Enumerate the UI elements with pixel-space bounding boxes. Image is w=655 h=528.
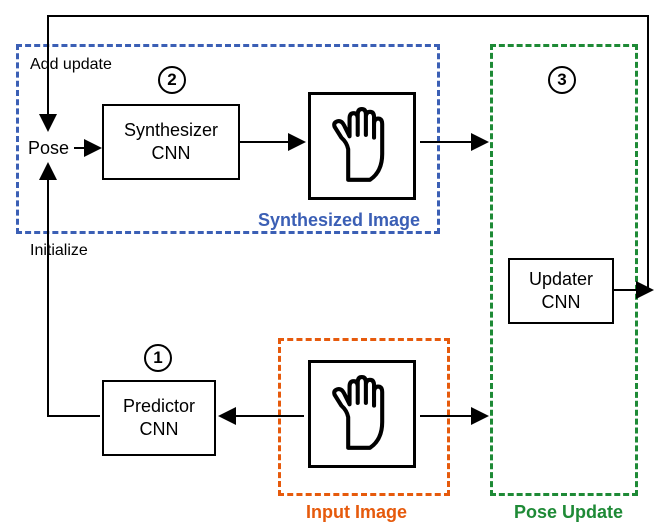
synthesizer-label: Synthesizer CNN (124, 119, 218, 166)
diagram-canvas: Pose Synthesizer CNN Predictor CNN Updat… (0, 0, 655, 528)
synthesized-region-label: Synthesized Image (258, 210, 420, 231)
step-1-label: 1 (153, 348, 162, 368)
input-region-label: Input Image (306, 502, 407, 523)
step-3-marker: 3 (548, 66, 576, 94)
step-2-label: 2 (167, 70, 176, 90)
updater-box: Updater CNN (508, 258, 614, 324)
updater-label: Updater CNN (529, 268, 593, 315)
pose-node: Pose (28, 138, 69, 159)
step-2-marker: 2 (158, 66, 186, 94)
update-region-label: Pose Update (514, 502, 623, 523)
hand-icon (321, 373, 403, 455)
input-image (308, 360, 416, 468)
step-3-label: 3 (557, 70, 566, 90)
initialize-label: Initialize (30, 242, 88, 260)
hand-icon (321, 105, 403, 187)
predictor-box: Predictor CNN (102, 380, 216, 456)
step-1-marker: 1 (144, 344, 172, 372)
add-update-label: Add update (30, 56, 112, 74)
synthesized-image (308, 92, 416, 200)
predictor-label: Predictor CNN (123, 395, 195, 442)
synthesizer-box: Synthesizer CNN (102, 104, 240, 180)
